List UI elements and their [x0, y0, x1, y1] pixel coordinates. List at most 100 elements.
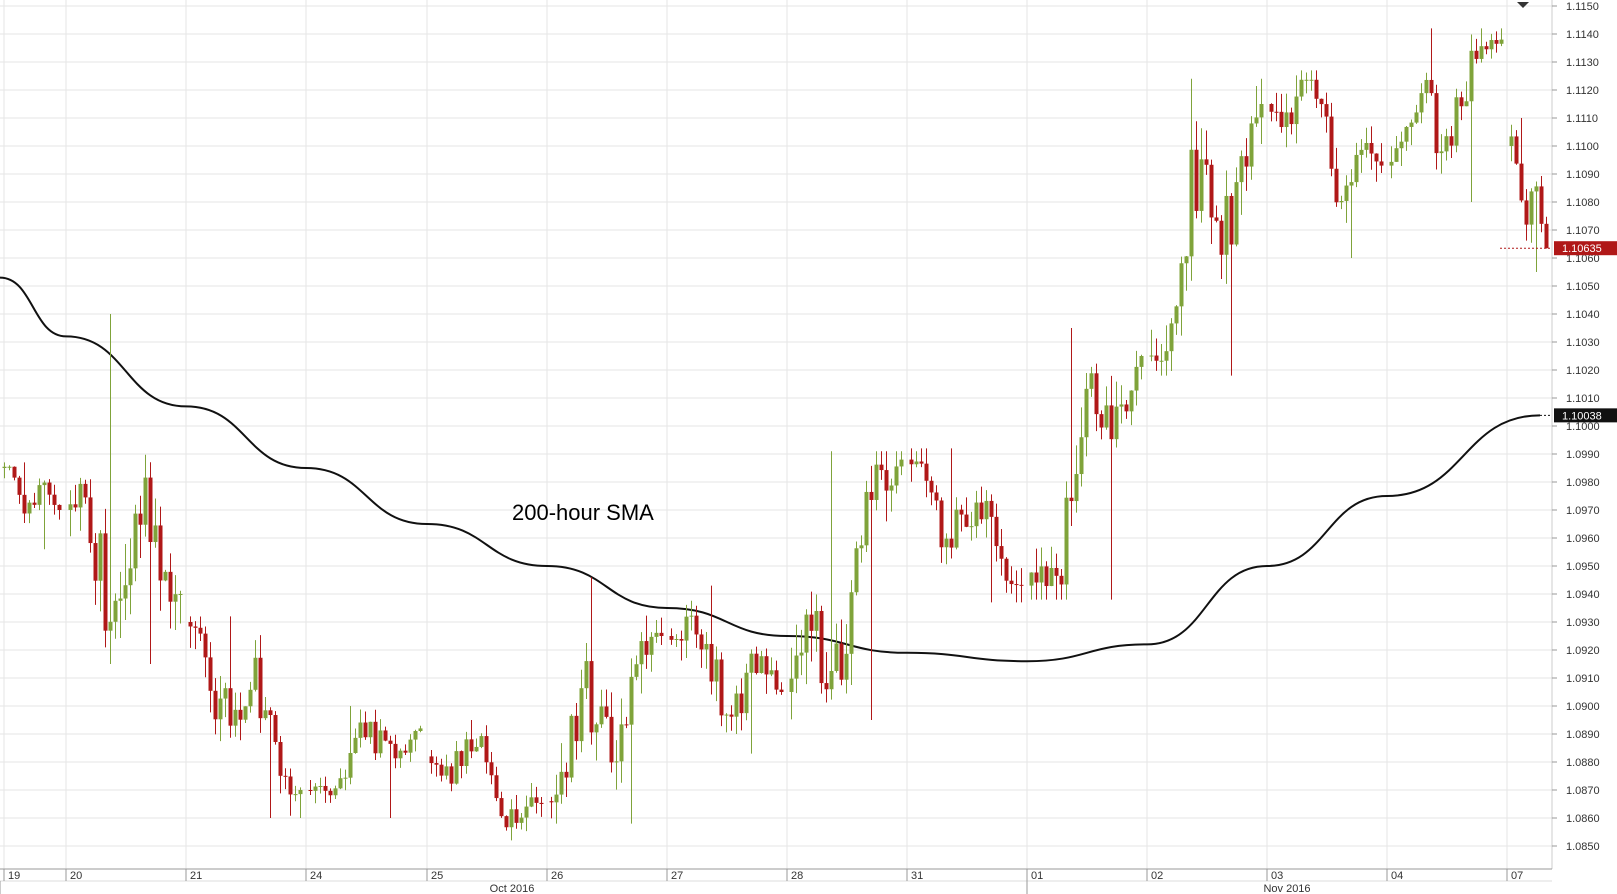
candle-body: [1234, 182, 1239, 245]
candle-body: [649, 636, 654, 655]
candle-body: [1214, 217, 1219, 221]
candle-body: [193, 626, 198, 628]
candle-body: [809, 614, 814, 631]
candle-body: [218, 698, 223, 720]
candle-body: [864, 491, 869, 546]
candle-body: [313, 786, 318, 791]
x-tick-label: 21: [190, 870, 202, 882]
candle-body: [1529, 191, 1534, 225]
candle-body: [539, 802, 544, 804]
candle-body: [1244, 156, 1249, 167]
chevron-down-icon[interactable]: [1517, 2, 1529, 8]
candle-body: [1439, 151, 1444, 154]
candle-body: [489, 762, 494, 776]
y-tick-label: 1.0920: [1566, 645, 1600, 657]
candle-body: [459, 751, 464, 767]
candle-body: [594, 724, 599, 733]
x-tick-label: 26: [551, 870, 563, 882]
candle-body: [1039, 566, 1044, 583]
x-tick-label: 03: [1271, 870, 1283, 882]
candle-body: [949, 538, 954, 548]
candle-body: [554, 794, 559, 803]
last-price-box: [1554, 241, 1617, 256]
candle-body: [243, 706, 248, 720]
candle-body: [1379, 161, 1384, 166]
candle-body: [153, 525, 158, 543]
y-tick-label: 1.1150: [1566, 1, 1599, 13]
candle-body: [118, 598, 123, 601]
candle-body: [1404, 126, 1409, 142]
candle-body: [824, 683, 829, 690]
candle-body: [694, 615, 699, 635]
candle-body: [1274, 111, 1279, 113]
candle-body: [268, 710, 273, 716]
candle-body: [819, 611, 824, 684]
candle-body: [1474, 50, 1479, 59]
candle-body: [57, 504, 62, 510]
candle-body: [363, 722, 368, 738]
candle-body: [964, 514, 969, 527]
candle-body: [479, 736, 484, 747]
candle-body: [494, 775, 499, 799]
candle-body: [333, 788, 338, 796]
candle-body: [7, 466, 12, 468]
candle-body: [634, 664, 639, 677]
candle-body: [429, 756, 434, 764]
candle-body: [398, 750, 403, 759]
candle-body: [1409, 122, 1414, 127]
candle-body: [589, 661, 594, 733]
y-tick-label: 1.1040: [1566, 309, 1600, 321]
candle-body: [804, 614, 809, 653]
candle-body: [719, 659, 724, 716]
candle-body: [504, 816, 509, 828]
candle-body: [403, 750, 408, 753]
candle-body: [714, 659, 719, 682]
candle-body: [1199, 159, 1204, 211]
candle-body: [1174, 306, 1179, 324]
candle-body: [32, 502, 37, 505]
candle-body: [679, 638, 684, 641]
candle-body: [203, 633, 208, 658]
y-tick-label: 1.0970: [1566, 505, 1600, 517]
y-tick-label: 1.1110: [1566, 113, 1598, 125]
candle-body: [1219, 220, 1224, 255]
x-tick-label: 02: [1151, 870, 1163, 882]
candle-body: [1514, 136, 1519, 164]
candle-body: [1399, 141, 1404, 149]
candle-body: [263, 710, 268, 719]
candle-body: [273, 715, 278, 743]
month-label: Nov 2016: [1263, 883, 1310, 894]
candle-body: [914, 461, 919, 465]
candle-body: [318, 785, 323, 787]
candle-body: [88, 497, 93, 544]
candle-body: [223, 688, 228, 699]
y-tick-label: 1.0910: [1566, 673, 1600, 685]
candle-body: [168, 571, 173, 602]
candle-body: [449, 766, 454, 784]
candle-body: [1464, 101, 1469, 107]
x-tick-label: 20: [70, 870, 82, 882]
candle-body: [794, 655, 799, 679]
candle-body: [934, 492, 939, 501]
candle-body: [674, 638, 679, 640]
candle-body: [909, 459, 914, 465]
candle-body: [474, 746, 479, 752]
candle-body: [574, 715, 579, 742]
candle-body: [774, 670, 779, 690]
candle-body: [654, 632, 659, 637]
candle-body: [739, 693, 744, 714]
y-tick-label: 1.1130: [1566, 57, 1599, 69]
candle-body: [83, 483, 88, 498]
y-tick-label: 1.0940: [1566, 589, 1600, 601]
candle-body: [994, 516, 999, 547]
candle-body: [834, 643, 839, 671]
candle-body: [829, 670, 834, 690]
candle-body: [919, 461, 924, 464]
candle-body: [188, 622, 193, 627]
candle-body: [1524, 200, 1529, 225]
candle-body: [614, 761, 619, 763]
candle-body: [959, 509, 964, 515]
candle-body: [564, 771, 569, 778]
candle-body: [799, 652, 804, 656]
